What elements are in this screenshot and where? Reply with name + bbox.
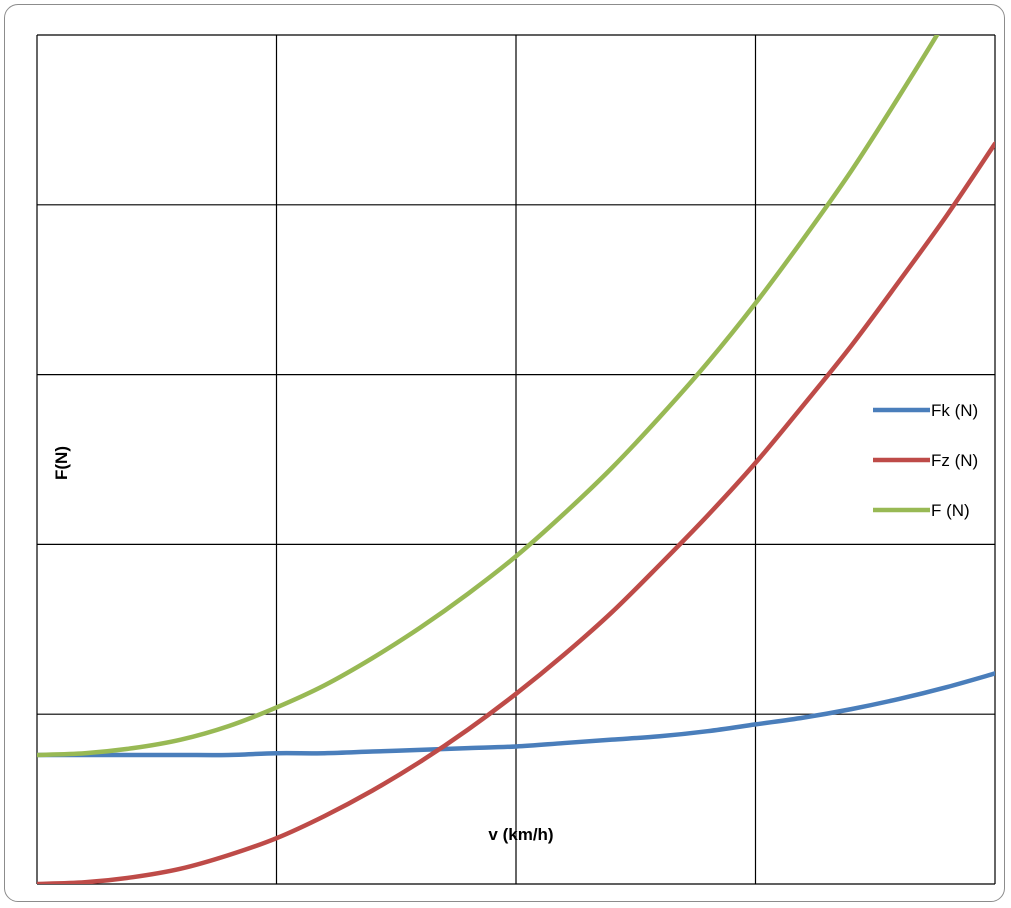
series-line-f-n: [37, 35, 940, 758]
y-axis-label: F(N): [52, 446, 71, 480]
legend-label-f-n: F (N): [931, 501, 970, 520]
chart-area: v (km/h) F(N) Fk (N) Fz (N) F (N): [4, 4, 1005, 902]
series-lines: [37, 35, 995, 884]
legend-label-fk-n: Fk (N): [931, 401, 978, 420]
x-axis-label: v (km/h): [488, 825, 553, 844]
legend-label-fz-n: Fz (N): [931, 451, 978, 470]
series-line-fz-n: [37, 141, 995, 884]
chart-svg: v (km/h) F(N) Fk (N) Fz (N) F (N): [36, 34, 996, 885]
legend: Fk (N) Fz (N) F (N): [873, 401, 978, 520]
series-line-fk-n: [37, 671, 995, 758]
